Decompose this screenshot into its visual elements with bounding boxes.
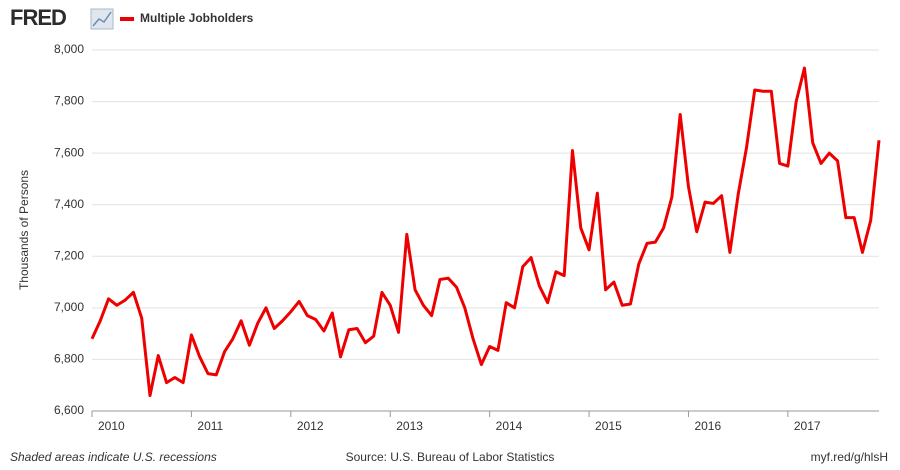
legend-label: Multiple Jobholders [140, 11, 254, 25]
y-tick-label: 8,000 [54, 42, 84, 56]
note: Shaded areas indicate U.S. recessions [10, 450, 217, 464]
x-tick-label: 2016 [694, 419, 721, 433]
y-tick-label: 6,600 [54, 403, 84, 417]
url: myf.red/g/hlsH [811, 450, 888, 464]
x-tick-label: 2012 [297, 419, 324, 433]
y-tick-label: 7,400 [54, 197, 84, 211]
x-tick-label: 2011 [197, 419, 223, 433]
y-axis-label: Thousands of Persons [17, 170, 31, 290]
y-tick-label: 7,800 [54, 94, 84, 108]
x-tick-label: 2017 [794, 419, 821, 433]
x-tick-label: 2014 [496, 419, 523, 433]
y-tick-label: 7,000 [54, 300, 84, 314]
y-tick-label: 7,200 [54, 248, 84, 262]
logo: FRED [10, 5, 66, 30]
logo-icon [90, 8, 114, 30]
x-tick-label: 2015 [595, 419, 622, 433]
source: Source: U.S. Bureau of Labor Statistics [346, 450, 555, 464]
series-line [90, 66, 881, 398]
x-tick-label: 2013 [396, 419, 423, 433]
y-tick-label: 6,800 [54, 352, 84, 366]
y-tick-label: 7,600 [54, 145, 84, 159]
x-tick-label: 2010 [98, 419, 125, 433]
